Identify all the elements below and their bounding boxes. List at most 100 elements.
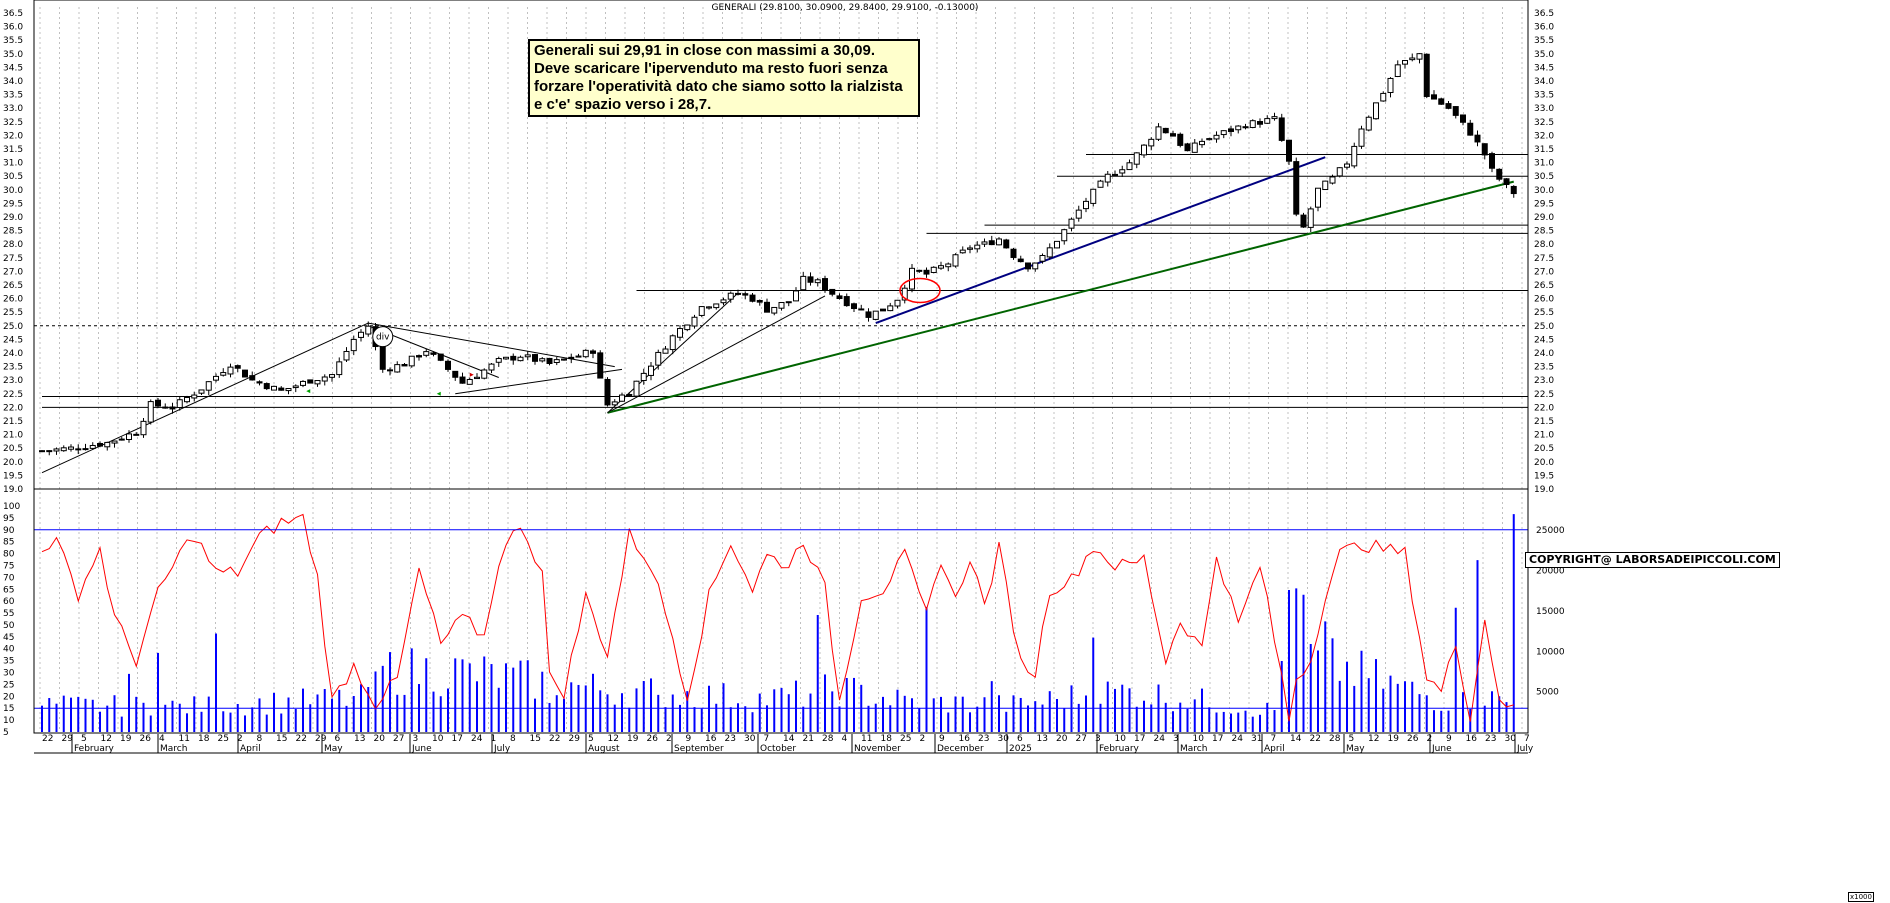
date-tick-label: 24 xyxy=(471,734,483,744)
price-tick-label: 33.5 xyxy=(1534,91,1554,101)
candle-body xyxy=(851,303,857,310)
candle-body xyxy=(1104,173,1111,183)
candle-body xyxy=(184,397,190,403)
candle-body xyxy=(887,305,894,312)
candle-body xyxy=(1220,130,1227,136)
candle-body xyxy=(329,374,335,378)
price-tick-label: 21.0 xyxy=(1534,431,1554,441)
date-tick-label: 25 xyxy=(900,734,911,744)
price-tick-label: 29.0 xyxy=(1534,213,1554,223)
annotation-line: e c'e' spazio verso i 28,7. xyxy=(534,96,712,113)
date-tick-label: 4 xyxy=(842,734,848,744)
candle-body xyxy=(481,369,488,379)
price-tick-label: 20.0 xyxy=(3,458,23,468)
price-tick-label: 24.5 xyxy=(3,335,23,345)
candle-body xyxy=(53,448,60,452)
date-tick-label: 19 xyxy=(1388,734,1400,744)
candle-body xyxy=(988,240,995,246)
candle-body xyxy=(742,293,749,296)
candle-body xyxy=(546,357,553,364)
date-tick-label: 18 xyxy=(881,734,893,744)
candle-body xyxy=(1257,121,1263,125)
price-tick-label: 34.5 xyxy=(1534,63,1554,73)
candle-body xyxy=(1416,53,1423,60)
candle-body xyxy=(126,433,132,440)
oscillator-line xyxy=(41,513,1514,722)
candle-body xyxy=(459,376,466,384)
candle-body xyxy=(39,450,45,453)
candle-body xyxy=(843,296,850,307)
candle-body xyxy=(800,275,807,291)
candle-body xyxy=(1170,133,1176,137)
price-tick-label: 24.0 xyxy=(1534,349,1554,359)
candle-body xyxy=(365,325,372,335)
price-tick-label: 35.0 xyxy=(3,50,23,60)
price-tick-label: 27.5 xyxy=(1534,254,1554,264)
candle-body xyxy=(75,448,82,451)
price-tick-label: 22.5 xyxy=(1534,390,1554,400)
candle-body xyxy=(619,394,625,402)
price-tick-label: 24.5 xyxy=(1534,335,1554,345)
candle-body xyxy=(880,308,886,312)
candle-body xyxy=(561,358,567,361)
candle-body xyxy=(582,349,589,358)
analysis-annotation: Generali sui 29,91 in close con massimi … xyxy=(528,39,920,117)
price-tick-label: 32.0 xyxy=(1534,131,1554,141)
price-tick-label: 27.5 xyxy=(3,254,23,264)
month-label: June xyxy=(1431,744,1452,754)
candle-body xyxy=(307,379,314,384)
oscillator-tick-label: 10 xyxy=(3,716,15,726)
candle-body xyxy=(68,446,74,450)
price-tick-label: 25.5 xyxy=(3,308,23,318)
price-tick-label: 19.5 xyxy=(1534,471,1554,481)
candle-body xyxy=(227,366,234,375)
date-tick-label: 6 xyxy=(335,734,341,744)
candle-body xyxy=(387,369,393,372)
price-tick-label: 23.5 xyxy=(3,363,23,373)
trendline xyxy=(607,180,1514,414)
candle-body xyxy=(749,294,756,302)
date-tick-label: 23 xyxy=(978,734,989,744)
divergence-label: div xyxy=(376,333,390,343)
month-label: June xyxy=(411,744,432,754)
candle-body xyxy=(633,380,640,397)
candle-body xyxy=(147,401,154,423)
trendline xyxy=(368,322,615,368)
chart-markers: div xyxy=(306,277,941,396)
price-tick-label: 30.0 xyxy=(3,186,23,196)
price-tick-label: 28.5 xyxy=(1534,227,1554,237)
candle-body xyxy=(756,299,763,303)
candle-body xyxy=(1112,173,1118,176)
date-tick-label: 24 xyxy=(1232,734,1244,744)
price-tick-label: 24.0 xyxy=(3,349,23,359)
date-tick-label: 27 xyxy=(393,734,404,744)
candle-body xyxy=(1445,103,1452,109)
price-tick-label: 35.5 xyxy=(1534,36,1554,46)
candle-body xyxy=(1162,127,1169,134)
price-tick-label: 22.0 xyxy=(3,403,23,413)
price-tick-label: 34.0 xyxy=(1534,77,1554,87)
candle-body xyxy=(597,352,604,379)
candle-body xyxy=(60,447,67,452)
candle-body xyxy=(626,393,633,396)
candle-body xyxy=(1467,122,1474,136)
candle-body xyxy=(118,438,125,441)
support-resistance-levels xyxy=(34,153,1528,408)
price-tick-label: 32.5 xyxy=(1534,118,1554,128)
candle-body xyxy=(1025,262,1031,270)
oscillator-tick-label: 70 xyxy=(3,573,15,583)
candle-body xyxy=(1235,125,1242,131)
date-tick-label: 6 xyxy=(1017,734,1023,744)
candle-body xyxy=(271,385,277,391)
oscillator-tick-label: 75 xyxy=(3,561,14,571)
annotation-line: Deve scaricare l'ipervenduto ma resto fu… xyxy=(534,60,888,77)
date-tick-label: 11 xyxy=(861,734,872,744)
price-tick-label: 28.0 xyxy=(3,240,23,250)
volume-tick-label: 25000 xyxy=(1536,526,1565,536)
candle-body xyxy=(46,450,53,453)
candle-body xyxy=(1054,240,1060,249)
date-tick-label: 1 xyxy=(491,734,497,744)
price-tick-label: 28.5 xyxy=(3,227,23,237)
candle-body xyxy=(1199,140,1205,146)
buy-arrow-icon xyxy=(306,389,311,394)
